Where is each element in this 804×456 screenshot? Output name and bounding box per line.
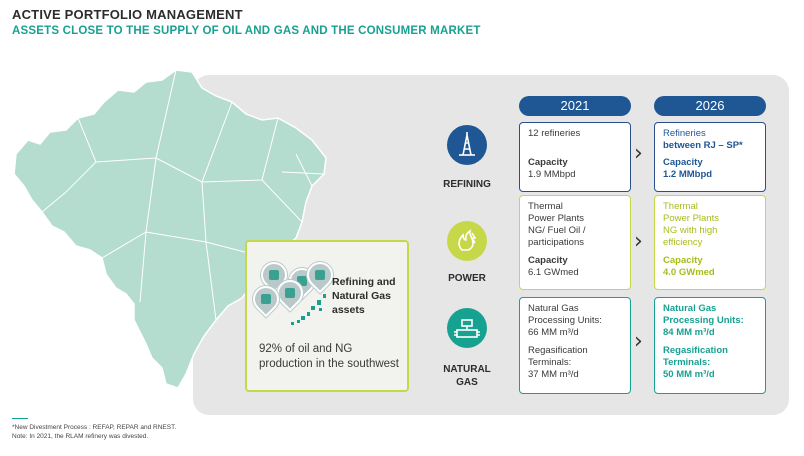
power-2026-top-line4: efficiency — [663, 237, 703, 248]
refining-2021-top: 12 refineries — [528, 128, 581, 139]
gas-2026-line1: Natural Gas — [663, 303, 717, 314]
page-title: ACTIVE PORTFOLIO MANAGEMENT — [12, 7, 243, 22]
refining-2021-capacity-value: 1.9 MMbpd — [528, 169, 576, 180]
callout-text: 92% of oil and NG production in the sout… — [259, 343, 400, 370]
power-flame-icon — [458, 229, 477, 251]
gas-2021-line5: Terminals: — [528, 357, 572, 368]
power-2026-capacity-value: 4.0 GWmed — [663, 267, 715, 278]
gas-2021-box: Natural Gas Processing Units: 66 MM m³/d… — [519, 297, 631, 394]
gas-2026-box: Natural Gas Processing Units: 84 MM m³/d… — [654, 297, 766, 394]
year-header-2021: 2021 — [519, 96, 631, 116]
power-2021-top-line3: NG/ Fuel Oil / — [528, 225, 586, 236]
refining-2026-top-line2: between RJ – SP* — [663, 140, 743, 151]
power-icon-circle — [447, 221, 487, 261]
page-subtitle: ASSETS CLOSE TO THE SUPPLY OF OIL AND GA… — [12, 25, 481, 37]
gas-2026-line2: Processing Units: — [663, 315, 744, 326]
power-2026-top-line3: NG with high — [663, 225, 718, 236]
footnote-line2: Note: In 2021, the RLAM refinery was div… — [12, 433, 149, 440]
power-2026-capacity-label: Capacity — [663, 255, 703, 266]
gas-2021-line2: Processing Units: — [528, 315, 602, 326]
refining-2021-capacity-label: Capacity — [528, 157, 568, 168]
power-2026-top-line1: Thermal — [663, 201, 698, 212]
gas-2026-line5: Terminals: — [663, 357, 711, 368]
callout-title: Refining and Natural Gas assets — [332, 276, 396, 316]
refining-2026-box: Refineries between RJ – SP* Capacity 1.2… — [654, 122, 766, 192]
offshore-platforms-icon — [291, 294, 326, 325]
gas-pipe-valve-icon — [454, 319, 480, 338]
power-2021-capacity-value: 6.1 GWmed — [528, 267, 579, 278]
power-2021-box: Thermal Power Plants NG/ Fuel Oil / part… — [519, 195, 631, 290]
refining-2021-box: 12 refineries Capacity 1.9 MMbpd — [519, 122, 631, 192]
natural-gas-label-line1: NATURAL — [443, 364, 491, 375]
power-label: POWER — [448, 273, 486, 284]
footnote-divider — [12, 418, 28, 419]
refining-icon-circle — [447, 125, 487, 165]
power-2021-top-line4: participations — [528, 237, 584, 248]
refining-2026-top-line1: Refineries — [663, 128, 706, 139]
gas-2021-line4: Regasification — [528, 345, 588, 356]
year-header-2026: 2026 — [654, 96, 766, 116]
gas-icon-circle — [447, 308, 487, 348]
assets-callout: Refining and Natural Gas assets 92% of o… — [245, 240, 409, 392]
footnote: *New Divestment Process : REFAP, REPAR a… — [12, 423, 176, 441]
gas-2026-line6: 50 MM m³/d — [663, 369, 715, 380]
footnote-line1: *New Divestment Process : REFAP, REPAR a… — [12, 424, 177, 431]
chevron-right-icon: › — [634, 229, 643, 254]
refining-label: REFINING — [443, 179, 491, 190]
gas-2021-line1: Natural Gas — [528, 303, 579, 314]
power-2021-capacity-label: Capacity — [528, 255, 568, 266]
chevron-right-icon: › — [634, 329, 643, 354]
natural-gas-label: NATURAL GAS — [432, 363, 502, 389]
gas-2026-line4: Regasification — [663, 345, 728, 356]
power-2021-top-line2: Power Plants — [528, 213, 584, 224]
refining-2026-capacity-value: 1.2 MMbpd — [663, 169, 713, 180]
refining-2026-capacity-label: Capacity — [663, 157, 703, 168]
gas-2021-line6: 37 MM m³/d — [528, 369, 579, 380]
power-2021-top-line1: Thermal — [528, 201, 563, 212]
natural-gas-label-line2: GAS — [456, 377, 478, 388]
refinery-tower-icon — [459, 132, 475, 156]
chevron-right-icon: › — [634, 141, 643, 166]
gas-2021-line3: 66 MM m³/d — [528, 327, 579, 338]
gas-2026-line3: 84 MM m³/d — [663, 327, 715, 338]
power-2026-top-line2: Power Plants — [663, 213, 719, 224]
power-2026-box: Thermal Power Plants NG with high effici… — [654, 195, 766, 290]
